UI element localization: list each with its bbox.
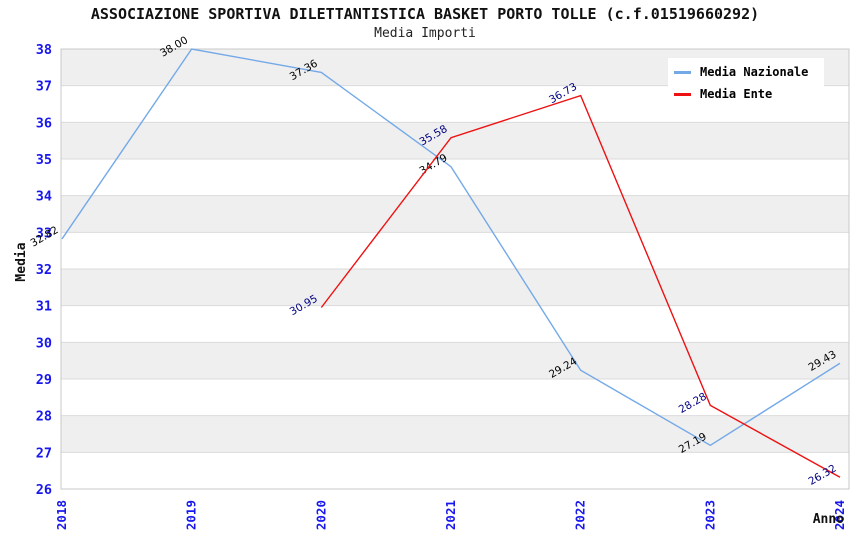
y-tick-label: 31	[36, 299, 52, 315]
plot-band	[61, 305, 849, 343]
chart-legend: Media Nazionale Media Ente	[668, 58, 824, 109]
y-tick-label: 34	[36, 189, 52, 205]
plot-band	[61, 415, 849, 453]
y-tick-label: 37	[36, 79, 52, 95]
y-tick-label: 33	[36, 225, 52, 241]
x-axis-title: Anno	[813, 512, 844, 527]
plot-band	[61, 122, 849, 159]
plot-band	[61, 232, 849, 269]
chart-title: ASSOCIAZIONE SPORTIVA DILETTANTISTICA BA…	[90, 5, 760, 23]
x-tick-label: 2020	[313, 500, 328, 530]
chart-subtitle: Media Importi	[374, 26, 476, 41]
x-tick-label: 2021	[443, 500, 458, 530]
legend-item-media-ente: Media Ente	[674, 83, 824, 105]
legend-label: Media Nazionale	[700, 65, 809, 79]
y-tick-label: 26	[36, 482, 52, 498]
legend-line-sample-icon	[674, 92, 691, 96]
plot-band	[61, 379, 849, 416]
y-tick-label: 27	[36, 445, 52, 461]
y-tick-label: 36	[36, 115, 52, 131]
plot-band	[61, 269, 849, 306]
legend-label: Media Ente	[700, 87, 773, 101]
y-tick-label: 30	[36, 335, 52, 351]
series-line-1	[320, 94, 841, 478]
plot-band	[61, 452, 849, 489]
legend-item-media-nazionale: Media Nazionale	[674, 61, 824, 83]
x-tick-label: 2024	[832, 500, 847, 530]
plot-border	[60, 48, 850, 490]
y-tick-label: 38	[36, 42, 52, 58]
legend-line-sample-icon	[674, 70, 691, 74]
y-axis-title: Media	[14, 242, 29, 281]
y-tick-label: 35	[36, 152, 52, 168]
plot-band	[61, 342, 849, 379]
x-tick-label: 2023	[702, 500, 717, 530]
x-tick-label: 2019	[184, 500, 199, 530]
series-line-0	[61, 48, 841, 447]
x-tick-label: 2018	[54, 500, 69, 530]
y-tick-label: 32	[36, 262, 52, 278]
y-tick-label: 28	[36, 409, 52, 425]
plot-band	[61, 195, 849, 233]
plot-band	[61, 159, 849, 196]
y-tick-label: 29	[36, 372, 52, 388]
x-tick-label: 2022	[573, 500, 588, 530]
